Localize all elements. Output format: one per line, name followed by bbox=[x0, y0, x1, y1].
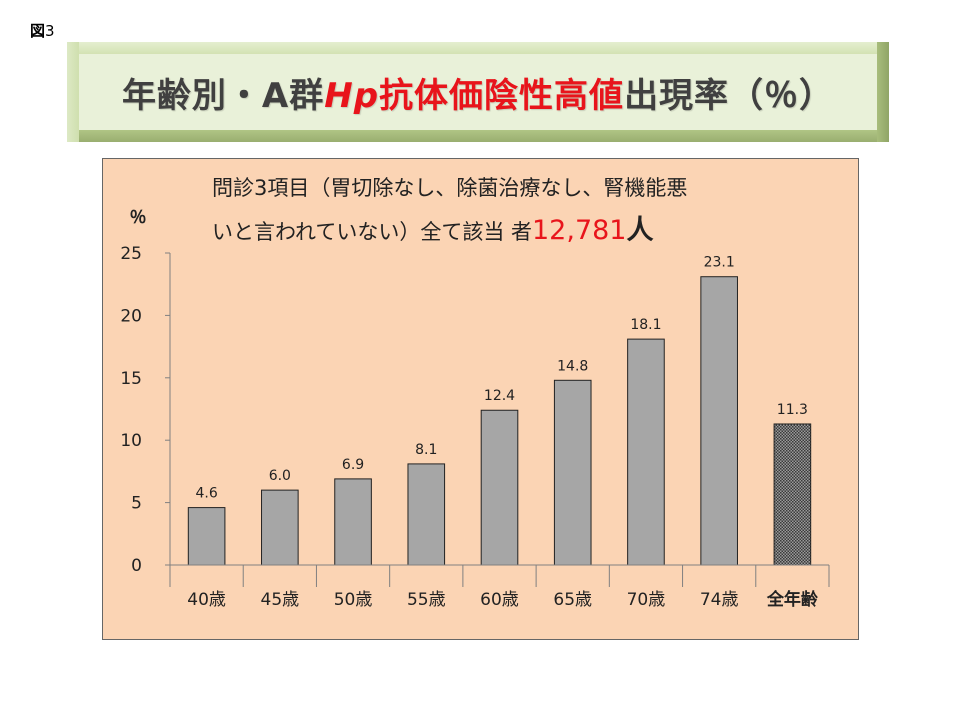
x-tick-label: 全年齢 bbox=[766, 589, 819, 610]
bar bbox=[480, 409, 519, 566]
annotation-line2-prefix: いと言われていない）全て該当 者 bbox=[212, 220, 532, 244]
x-tick-label: 45歳 bbox=[261, 590, 300, 610]
data-label: 8.1 bbox=[415, 442, 437, 458]
title-part3: 出現率（％） bbox=[624, 75, 835, 116]
data-label: 18.1 bbox=[630, 317, 661, 333]
subject-count-unit: 人 bbox=[626, 215, 654, 246]
figure-label-number: 3 bbox=[45, 22, 55, 40]
x-tick-label: 40歳 bbox=[187, 590, 226, 610]
data-label: 4.6 bbox=[195, 486, 217, 502]
y-tick-label: 15 bbox=[120, 369, 142, 389]
bar bbox=[553, 379, 592, 566]
y-axis-label: ％ bbox=[130, 208, 147, 228]
y-tick-label: 20 bbox=[120, 306, 142, 326]
x-tick-label: 65歳 bbox=[553, 590, 592, 610]
y-tick-label: 5 bbox=[131, 494, 142, 514]
subject-count: 12,781 bbox=[532, 215, 627, 246]
data-label: 6.9 bbox=[342, 457, 364, 473]
data-label: 12.4 bbox=[484, 388, 515, 404]
figure-label: 図3 bbox=[30, 20, 55, 41]
title-hp: Hp bbox=[324, 75, 380, 116]
title-part1: 年齢別・A群 bbox=[121, 75, 325, 116]
page-title: 年齢別・A群Hp抗体価陰性高値出現率（％） bbox=[122, 68, 834, 117]
x-tick-label: 74歳 bbox=[700, 590, 739, 610]
x-tick-label: 70歳 bbox=[627, 590, 666, 610]
data-label: 23.1 bbox=[704, 255, 735, 271]
bar bbox=[187, 507, 226, 566]
y-tick-label: 25 bbox=[120, 244, 142, 264]
data-label: 11.3 bbox=[777, 402, 808, 418]
bar bbox=[627, 338, 665, 566]
title-banner: 年齢別・A群Hp抗体価陰性高値出現率（％） bbox=[67, 42, 889, 142]
bar-total bbox=[773, 423, 812, 566]
y-tick-label: 10 bbox=[120, 431, 142, 451]
x-tick-label: 50歳 bbox=[334, 590, 373, 610]
bar bbox=[261, 489, 299, 566]
data-label: 6.0 bbox=[269, 468, 291, 484]
bar bbox=[407, 463, 446, 566]
y-tick-label: 0 bbox=[131, 556, 142, 576]
annotation-line2: いと言われていない）全て該当 者12,781人 bbox=[212, 208, 653, 247]
title-part2: 抗体価陰性高値 bbox=[379, 75, 625, 116]
bar bbox=[700, 276, 738, 566]
x-tick-label: 55歳 bbox=[407, 590, 446, 610]
x-tick-label: 60歳 bbox=[480, 590, 519, 610]
figure-label-kanji: 図 bbox=[30, 22, 46, 40]
bar bbox=[334, 478, 372, 566]
data-label: 14.8 bbox=[557, 358, 588, 374]
annotation-line1: 問診3項目（胃切除なし、除菌治療なし、腎機能悪 bbox=[212, 176, 688, 200]
